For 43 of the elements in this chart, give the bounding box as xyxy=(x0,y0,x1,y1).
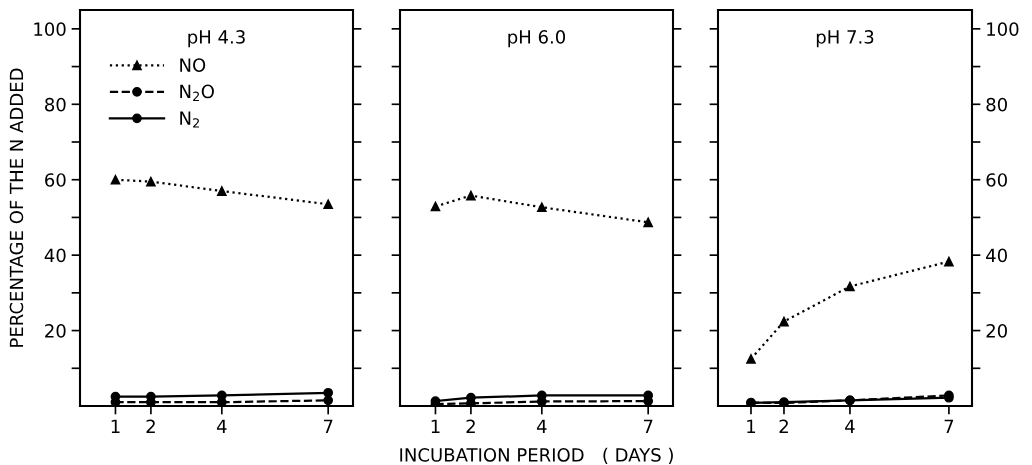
y-tick-label: 60 xyxy=(45,173,66,187)
point xyxy=(944,256,954,267)
legend-label: N$_{2}$ xyxy=(180,111,199,128)
text: pH 4.3 xyxy=(188,30,245,48)
point xyxy=(146,176,156,187)
point xyxy=(466,190,476,201)
point xyxy=(323,199,334,210)
point xyxy=(746,353,756,364)
y2-tick-label: 20 xyxy=(986,324,1007,338)
point xyxy=(110,174,121,185)
x-tick-label: 7 xyxy=(944,419,954,433)
y2-tick-label: 80 xyxy=(986,97,1007,112)
x-tick-label: 2 xyxy=(779,419,788,433)
legend-label: NO xyxy=(180,58,206,72)
y-tick-label: 80 xyxy=(45,97,66,112)
x-tick-label: 2 xyxy=(466,419,475,433)
point xyxy=(536,202,547,213)
y2-tick-label: 40 xyxy=(986,248,1007,263)
x-tick-label: 4 xyxy=(845,419,855,433)
y-tick-label: 40 xyxy=(44,248,66,263)
point xyxy=(643,217,654,228)
x-tick-label: 1 xyxy=(431,419,440,433)
x-tick-label: 7 xyxy=(323,419,333,433)
x-tick-label: 4 xyxy=(536,419,547,433)
y-tick-label: 20 xyxy=(45,324,66,338)
y-axis-title: PERCENTAGE OF THE N ADDED xyxy=(9,68,24,347)
x-tick-label: 1 xyxy=(747,419,756,433)
x-tick-label: 1 xyxy=(111,419,120,433)
y-tick-label: 100 xyxy=(34,22,66,36)
y2-tick-label: 100 xyxy=(987,22,1019,36)
point xyxy=(845,281,855,292)
text: pH 6.0 xyxy=(508,30,566,48)
legend-label: N$_{2}$O xyxy=(180,84,214,101)
point xyxy=(779,316,789,327)
point xyxy=(323,387,334,398)
point xyxy=(216,186,227,196)
x-tick-label: 4 xyxy=(216,419,227,433)
x-tick-label: 7 xyxy=(643,419,653,433)
y2-tick-label: 60 xyxy=(986,173,1007,187)
x-tick-label: 2 xyxy=(146,419,155,433)
x-axis-title: INCUBATION PERIOD ( DAYS ) xyxy=(400,447,673,464)
text: pH 7.3 xyxy=(816,30,874,48)
point xyxy=(430,201,441,212)
